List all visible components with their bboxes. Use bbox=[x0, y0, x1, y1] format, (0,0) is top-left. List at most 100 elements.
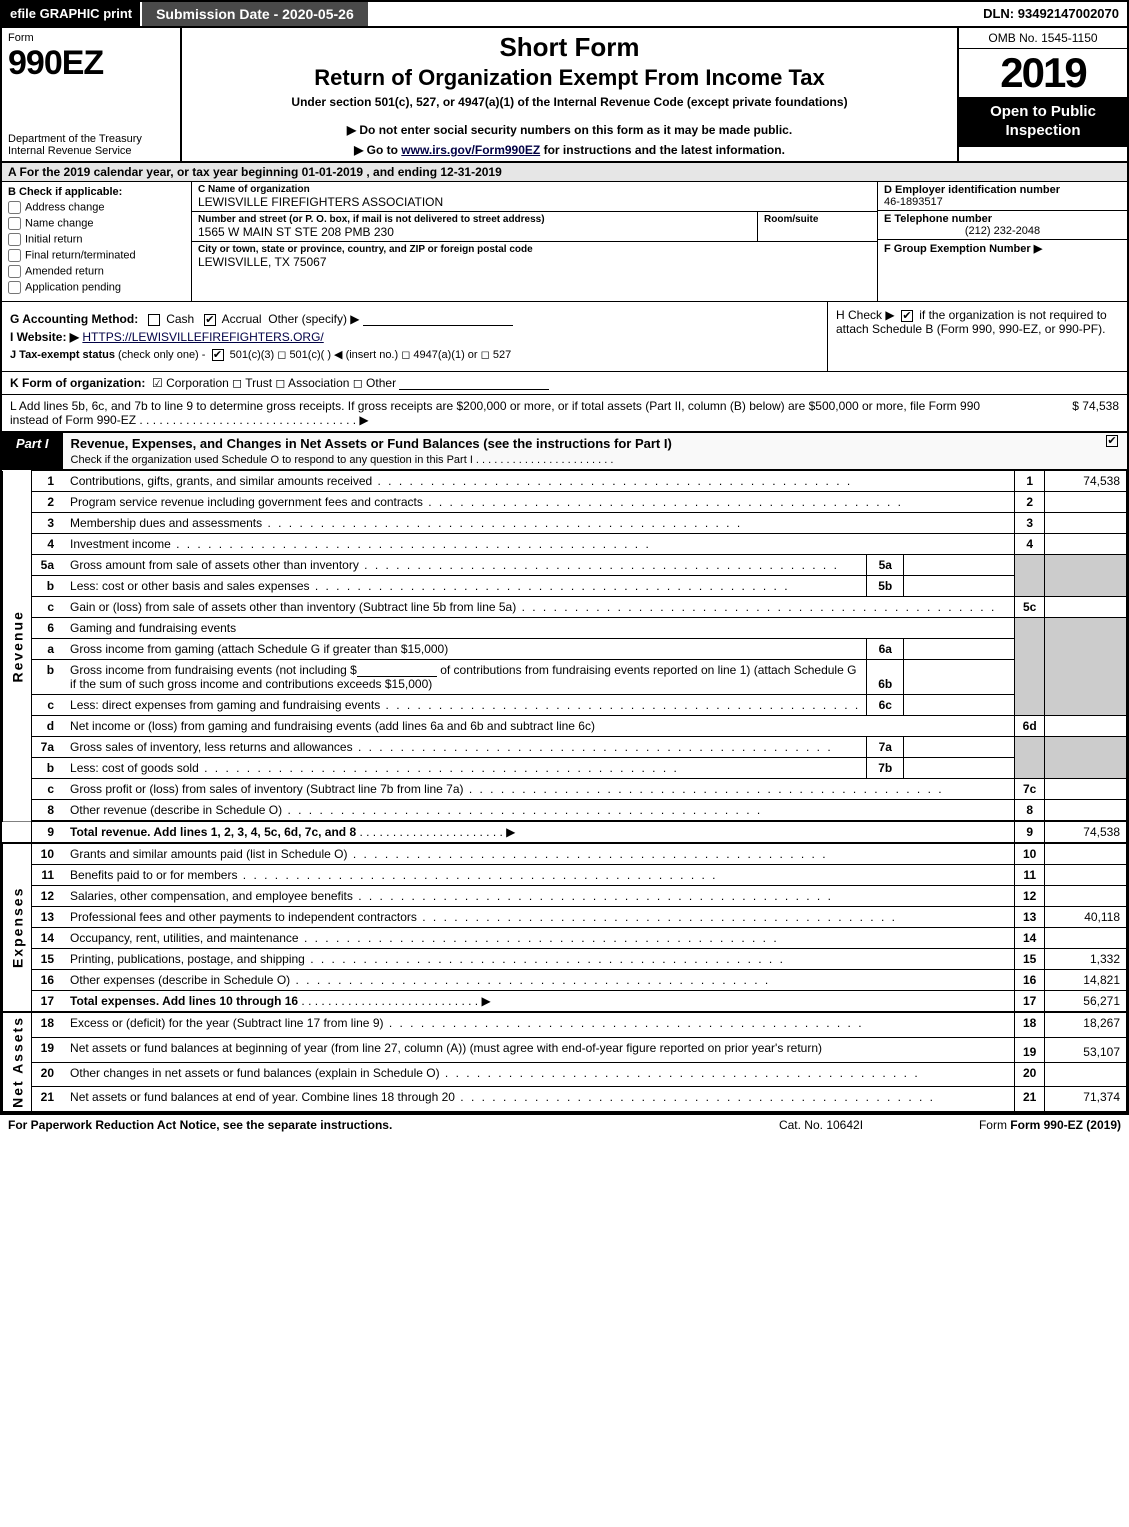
dept-line-2: Internal Revenue Service bbox=[8, 145, 174, 157]
table-row: 14 Occupancy, rent, utilities, and maint… bbox=[3, 928, 1127, 949]
ln-6b-desc: Gross income from fundraising events (no… bbox=[64, 660, 867, 695]
chk-final-return[interactable]: Final return/terminated bbox=[8, 249, 185, 262]
g-other-blank[interactable] bbox=[363, 314, 513, 326]
ln-10-no: 10 bbox=[32, 843, 65, 865]
j-501c3-checkbox[interactable] bbox=[212, 349, 224, 361]
ln-15-numcol: 15 bbox=[1014, 949, 1044, 970]
chk-application-pending[interactable]: Application pending bbox=[8, 281, 185, 294]
chk-application-pending-box[interactable] bbox=[8, 281, 21, 294]
j-tax-exempt-line: J Tax-exempt status (check only one) - 5… bbox=[10, 348, 819, 361]
submission-date-box: Submission Date - 2020-05-26 bbox=[140, 2, 370, 26]
ln-6-desc: Gaming and fundraising events bbox=[64, 618, 1014, 639]
g-cash-checkbox[interactable] bbox=[148, 314, 160, 326]
ln-7ab-grey bbox=[1014, 737, 1044, 779]
col-b-header: B Check if applicable: bbox=[8, 186, 185, 198]
part-1-schedule-o-checkbox[interactable] bbox=[1106, 435, 1118, 447]
chk-amended-return[interactable]: Amended return bbox=[8, 265, 185, 278]
ln-1-val: 74,538 bbox=[1045, 471, 1127, 492]
h-checkbox[interactable] bbox=[901, 310, 913, 322]
table-row: 2 Program service revenue including gove… bbox=[3, 492, 1127, 513]
table-row: 17 Total expenses. Add lines 10 through … bbox=[3, 991, 1127, 1013]
ln-7b-subval bbox=[904, 758, 1015, 779]
ln-5b-no: b bbox=[32, 576, 65, 597]
chk-initial-return-box[interactable] bbox=[8, 233, 21, 246]
goto-pre: ▶ Go to bbox=[354, 143, 401, 157]
ln-6-grey-val bbox=[1045, 618, 1127, 716]
l-value: $ 74,538 bbox=[999, 399, 1119, 427]
g-accrual-checkbox[interactable] bbox=[204, 314, 216, 326]
table-row: b Gross income from fundraising events (… bbox=[3, 660, 1127, 695]
col-b-checkboxes: B Check if applicable: Address change Na… bbox=[2, 182, 192, 301]
table-row: 6 Gaming and fundraising events bbox=[3, 618, 1127, 639]
i-label: I Website: ▶ bbox=[10, 330, 79, 344]
short-form-title: Short Form bbox=[190, 32, 949, 63]
header-left: Form 990EZ Department of the Treasury In… bbox=[2, 28, 182, 161]
chk-initial-return[interactable]: Initial return bbox=[8, 233, 185, 246]
table-row: 11 Benefits paid to or for members 11 bbox=[3, 865, 1127, 886]
group-exemption-label: F Group Exemption Number ▶ bbox=[884, 242, 1121, 255]
part-1-title-text: Revenue, Expenses, and Changes in Net As… bbox=[71, 436, 672, 451]
ln-12-val bbox=[1045, 886, 1127, 907]
city-label: City or town, state or province, country… bbox=[198, 244, 871, 255]
form-page: efile GRAPHIC print Submission Date - 20… bbox=[0, 0, 1129, 1115]
irs-link[interactable]: www.irs.gov/Form990EZ bbox=[401, 143, 540, 157]
form-number: 990EZ bbox=[8, 44, 174, 83]
part-1-header: Part I Revenue, Expenses, and Changes in… bbox=[2, 433, 1127, 470]
page-footer: For Paperwork Reduction Act Notice, see … bbox=[0, 1115, 1129, 1135]
chk-address-change-box[interactable] bbox=[8, 201, 21, 214]
ln-20-val bbox=[1045, 1062, 1127, 1087]
gj-left: G Accounting Method: Cash Accrual Other … bbox=[2, 302, 827, 371]
ln-10-val bbox=[1045, 843, 1127, 865]
main-title: Return of Organization Exempt From Incom… bbox=[190, 65, 949, 91]
g-accounting-line: G Accounting Method: Cash Accrual Other … bbox=[10, 312, 819, 326]
part-1-subtitle: Check if the organization used Schedule … bbox=[71, 454, 614, 466]
chk-amended-return-box[interactable] bbox=[8, 265, 21, 278]
omb-number: OMB No. 1545-1150 bbox=[959, 28, 1127, 49]
ln-16-numcol: 16 bbox=[1014, 970, 1044, 991]
website-link[interactable]: HTTPS://LEWISVILLEFIREFIGHTERS.ORG/ bbox=[82, 330, 323, 344]
g-accrual-label: Accrual bbox=[222, 312, 262, 326]
g-cash-label: Cash bbox=[166, 312, 194, 326]
chk-name-change[interactable]: Name change bbox=[8, 217, 185, 230]
chk-address-change[interactable]: Address change bbox=[8, 201, 185, 214]
ln-6a-subno: 6a bbox=[867, 639, 904, 660]
efile-text: efile GRAPHIC bbox=[10, 6, 100, 21]
ln-6b-blank[interactable] bbox=[357, 665, 437, 677]
ln-8-numcol: 8 bbox=[1014, 800, 1044, 822]
ln-10-desc: Grants and similar amounts paid (list in… bbox=[64, 843, 1014, 865]
part-1-tag: Part I bbox=[2, 433, 63, 469]
header-right: OMB No. 1545-1150 2019 Open to Public In… bbox=[957, 28, 1127, 161]
chk-name-change-box[interactable] bbox=[8, 217, 21, 230]
ln-9-val: 74,538 bbox=[1045, 821, 1127, 843]
ln-6d-val bbox=[1045, 716, 1127, 737]
table-row: Net Assets 18 Excess or (deficit) for th… bbox=[3, 1012, 1127, 1037]
print-link[interactable]: print bbox=[103, 6, 132, 21]
k-other-blank[interactable] bbox=[399, 378, 549, 390]
chk-address-change-label: Address change bbox=[25, 201, 105, 213]
ln-21-no: 21 bbox=[32, 1087, 65, 1112]
ln-14-numcol: 14 bbox=[1014, 928, 1044, 949]
ln-3-numcol: 3 bbox=[1014, 513, 1044, 534]
period-line: A For the 2019 calendar year, or tax yea… bbox=[2, 163, 1127, 182]
ln-17-desc-bold: Total expenses. Add lines 10 through 16 bbox=[70, 994, 298, 1008]
ln-6a-desc: Gross income from gaming (attach Schedul… bbox=[64, 639, 867, 660]
ln-14-no: 14 bbox=[32, 928, 65, 949]
entity-block: B Check if applicable: Address change Na… bbox=[2, 182, 1127, 302]
ln-17-numcol: 17 bbox=[1014, 991, 1044, 1013]
topbar-spacer bbox=[370, 2, 975, 26]
ln-7b-no: b bbox=[32, 758, 65, 779]
room-label: Room/suite bbox=[764, 214, 871, 225]
footer-right-bold: Form 990-EZ (2019) bbox=[1010, 1118, 1121, 1132]
k-label: K Form of organization: bbox=[10, 376, 145, 390]
ln-5a-subval bbox=[904, 555, 1015, 576]
chk-final-return-box[interactable] bbox=[8, 249, 21, 262]
ln-7b-subno: 7b bbox=[867, 758, 904, 779]
ln-8-val bbox=[1045, 800, 1127, 822]
ln-13-no: 13 bbox=[32, 907, 65, 928]
ln-3-val bbox=[1045, 513, 1127, 534]
ln-6b-subval bbox=[904, 660, 1015, 695]
ln-6c-desc: Less: direct expenses from gaming and fu… bbox=[64, 695, 867, 716]
ln-6d-numcol: 6d bbox=[1014, 716, 1044, 737]
table-row: 15 Printing, publications, postage, and … bbox=[3, 949, 1127, 970]
ln-5a-desc: Gross amount from sale of assets other t… bbox=[64, 555, 867, 576]
